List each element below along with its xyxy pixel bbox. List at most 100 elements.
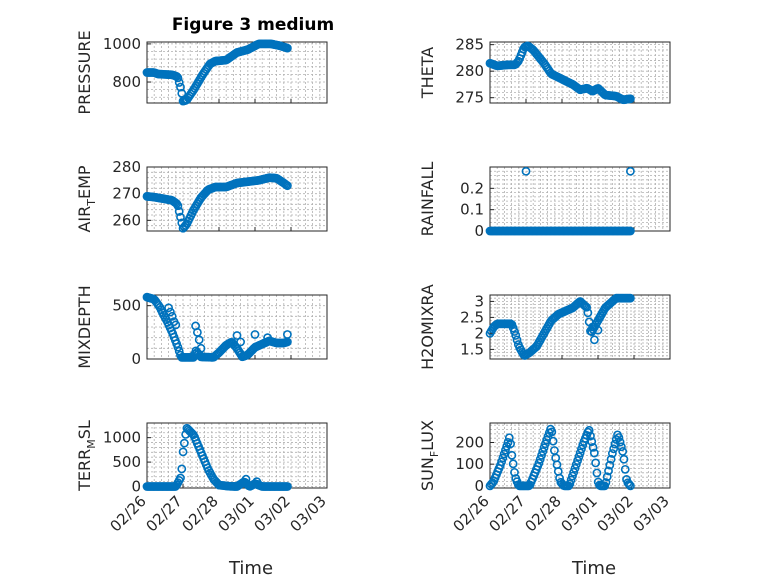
y-tick-label: 270 [112, 185, 141, 203]
data-point [568, 471, 577, 481]
axes-frame [489, 41, 671, 104]
data-point [506, 439, 516, 449]
data-point [570, 463, 580, 473]
y-label-tail: EMP [75, 165, 94, 199]
x-tick-label: 02/28 [179, 492, 222, 535]
y-tick-label: 1000 [103, 429, 141, 447]
data-point [595, 312, 605, 322]
data-point [582, 302, 592, 312]
data-point [565, 479, 575, 489]
data-point [586, 431, 595, 441]
data-point [547, 427, 557, 437]
data-point [626, 166, 635, 176]
data-point [604, 466, 613, 476]
y-tick-label: 0 [131, 350, 141, 368]
data-point [609, 444, 619, 454]
y-tick-label: 260 [112, 211, 141, 229]
data-point [176, 212, 185, 222]
data-point [498, 453, 508, 463]
x-tick-label: 02/28 [522, 492, 565, 535]
data-point [592, 468, 602, 478]
y-axis-label: THETA [418, 47, 437, 99]
data-point [619, 454, 629, 464]
data-point [606, 454, 616, 464]
data-point [196, 343, 206, 353]
y-axis-label: MIXDEPTH [75, 285, 94, 368]
x-tick-label: 03/01 [215, 492, 258, 535]
y-tick-label: 280 [112, 158, 141, 176]
data-point [537, 450, 546, 460]
data-point [174, 78, 184, 87]
y-tick-label: 2.5 [460, 308, 484, 326]
subplot-rainfall: 0 0.1 0.2 RAINFALL [418, 162, 671, 240]
data-point [588, 442, 598, 452]
data-point [575, 448, 585, 458]
y-tick-label: 500 [112, 297, 141, 315]
data-point [174, 207, 184, 216]
data-point [620, 464, 630, 474]
y-axis-label: TERRMSL [75, 420, 98, 492]
x-axis-label-left: Time [228, 558, 273, 579]
y-tick-label: 275 [455, 89, 484, 107]
data-point [618, 447, 628, 456]
data-point [605, 460, 615, 470]
y-tick-label: 0 [474, 477, 484, 495]
data-point [254, 480, 263, 489]
y-tick-label: 1000 [103, 35, 141, 53]
x-tick-label: 03/01 [558, 492, 601, 535]
x-tick-label: 02/27 [143, 492, 186, 535]
data-point [507, 450, 517, 460]
y-tick-label: 0.2 [460, 179, 484, 197]
y-axis-label: PRESSURE [75, 30, 94, 114]
y-tick-label: 0 [131, 478, 141, 496]
y-label-main: SUN [418, 457, 437, 491]
data-point [178, 447, 188, 457]
data-point [579, 300, 589, 310]
data-point [179, 438, 189, 448]
data-point [615, 437, 625, 447]
data-point [167, 311, 177, 321]
figure-title: Figure 3 medium [172, 15, 334, 35]
data-point [571, 460, 581, 469]
y-tick-label: 2 [474, 324, 484, 342]
data-point [241, 474, 251, 484]
y-tick-label: 280 [455, 62, 484, 80]
data-point [282, 43, 292, 53]
data-point [624, 479, 634, 489]
data-point [587, 437, 597, 447]
y-label-main: H2OMIXRA [418, 284, 437, 370]
data-point [250, 330, 260, 339]
data-point [282, 181, 292, 191]
x-tick-label: 02/27 [486, 492, 529, 535]
data-point [607, 449, 617, 458]
data-point [282, 482, 292, 491]
data-point [583, 308, 593, 318]
x-tick-label: 03/03 [287, 492, 330, 535]
y-label-main: THETA [418, 47, 437, 99]
data-point [510, 467, 519, 477]
x-tick-label: 03/03 [630, 492, 673, 535]
y-label-tail: LUX [418, 420, 437, 451]
data-point [177, 464, 187, 474]
y-axis-label: SUNFLUX [418, 420, 441, 491]
data-point [236, 337, 245, 347]
data-point [510, 327, 519, 336]
data-point [566, 475, 576, 485]
subplot-theta: 275 280 285 THETA [418, 36, 671, 107]
data-point [497, 457, 506, 467]
data-point [573, 456, 582, 465]
x-tick-label: 02/26 [107, 492, 150, 535]
x-tick-label: 03/02 [251, 492, 294, 535]
data-point [176, 473, 185, 483]
data-point [626, 226, 635, 236]
y-label-main: RAINFALL [418, 162, 437, 237]
y-label-subscript: T [85, 199, 98, 207]
y-label-main: MIXDEPTH [75, 285, 94, 368]
data-point [569, 467, 579, 477]
data-point [626, 293, 635, 303]
axes-frame [146, 294, 328, 360]
